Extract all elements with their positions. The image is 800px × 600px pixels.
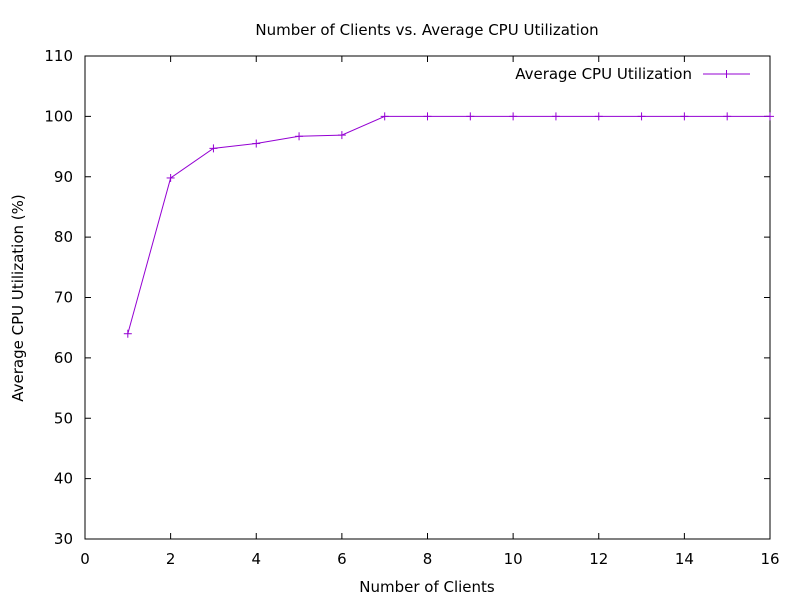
data-point-marker	[466, 112, 475, 121]
y-tick-label: 40	[54, 470, 73, 488]
data-point-marker	[380, 112, 389, 121]
y-tick-label: 30	[54, 530, 73, 548]
legend-marker	[722, 70, 731, 78]
data-point-marker	[637, 112, 646, 121]
data-point-marker	[551, 112, 560, 121]
y-tick-label: 90	[54, 168, 73, 186]
x-tick-label: 4	[251, 550, 261, 568]
chart-title: Number of Clients vs. Average CPU Utiliz…	[255, 21, 598, 39]
x-tick-label: 10	[504, 550, 523, 568]
y-tick-label: 110	[44, 47, 73, 65]
x-tick-label: 0	[80, 550, 90, 568]
x-tick-label: 12	[589, 550, 608, 568]
x-tick-label: 14	[675, 550, 694, 568]
data-point-marker	[723, 112, 732, 121]
series-layer	[123, 112, 774, 338]
data-point-marker	[337, 131, 346, 140]
y-tick-label: 60	[54, 349, 73, 367]
y-tick-label: 50	[54, 409, 73, 427]
data-point-marker	[123, 329, 132, 338]
x-tick-label: 6	[337, 550, 347, 568]
y-axis-label: Average CPU Utilization (%)	[9, 194, 27, 402]
series-line	[127, 115, 770, 334]
y-tick-label: 70	[54, 289, 73, 307]
data-point-marker	[252, 139, 261, 148]
x-tick-label: 16	[760, 550, 779, 568]
axes: 0 2 4 6 8 10 12 14 16 30 40 50 60 70 80 90 100 110	[44, 47, 779, 568]
data-point-marker	[209, 144, 218, 153]
legend: Average CPU Utilization	[515, 65, 750, 83]
x-axis-label: Number of Clients	[359, 578, 495, 596]
y-tick-label: 80	[54, 228, 73, 246]
data-point-marker	[766, 112, 774, 121]
data-point-marker	[423, 112, 432, 121]
data-point-marker	[295, 132, 304, 141]
y-tick-label: 100	[44, 107, 73, 125]
x-tick-label: 2	[166, 550, 176, 568]
x-tick-label: 8	[423, 550, 433, 568]
data-point-marker	[509, 112, 518, 121]
data-point-marker	[594, 112, 603, 121]
legend-label: Average CPU Utilization	[515, 65, 692, 83]
data-point-marker	[166, 173, 175, 182]
data-point-marker	[680, 112, 689, 121]
